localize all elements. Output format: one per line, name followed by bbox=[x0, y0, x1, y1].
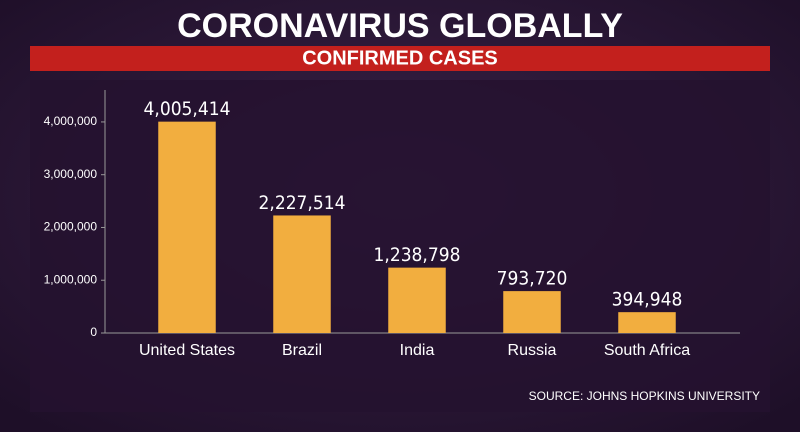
y-tick-label: 1,000,000 bbox=[44, 272, 98, 286]
value-label: 394,948 bbox=[612, 289, 683, 311]
x-tick-label: United States bbox=[139, 342, 235, 359]
value-label: 4,005,414 bbox=[144, 98, 231, 120]
bar bbox=[618, 312, 676, 333]
subtitle-band bbox=[30, 46, 770, 71]
chart-subtitle: CONFIRMED CASES bbox=[302, 47, 498, 69]
x-tick-label: Brazil bbox=[282, 342, 322, 359]
y-tick-label: 4,000,000 bbox=[44, 114, 98, 128]
y-tick-label: 0 bbox=[90, 325, 97, 339]
x-tick-label: South Africa bbox=[604, 342, 690, 359]
value-label: 2,227,514 bbox=[259, 192, 346, 214]
bar bbox=[503, 291, 561, 333]
bar bbox=[273, 215, 331, 333]
source-note: SOURCE: JOHNS HOPKINS UNIVERSITY bbox=[529, 389, 760, 403]
y-tick-label: 2,000,000 bbox=[44, 220, 98, 234]
value-label: 1,238,798 bbox=[374, 244, 461, 266]
x-tick-label: Russia bbox=[508, 342, 557, 359]
bar bbox=[158, 121, 216, 333]
chart-panel bbox=[30, 80, 770, 412]
x-tick-label: India bbox=[400, 342, 435, 359]
value-label: 793,720 bbox=[497, 268, 568, 290]
y-tick-label: 3,000,000 bbox=[44, 167, 98, 181]
bar bbox=[388, 267, 446, 333]
chart-title: CORONAVIRUS GLOBALLY bbox=[177, 7, 623, 45]
